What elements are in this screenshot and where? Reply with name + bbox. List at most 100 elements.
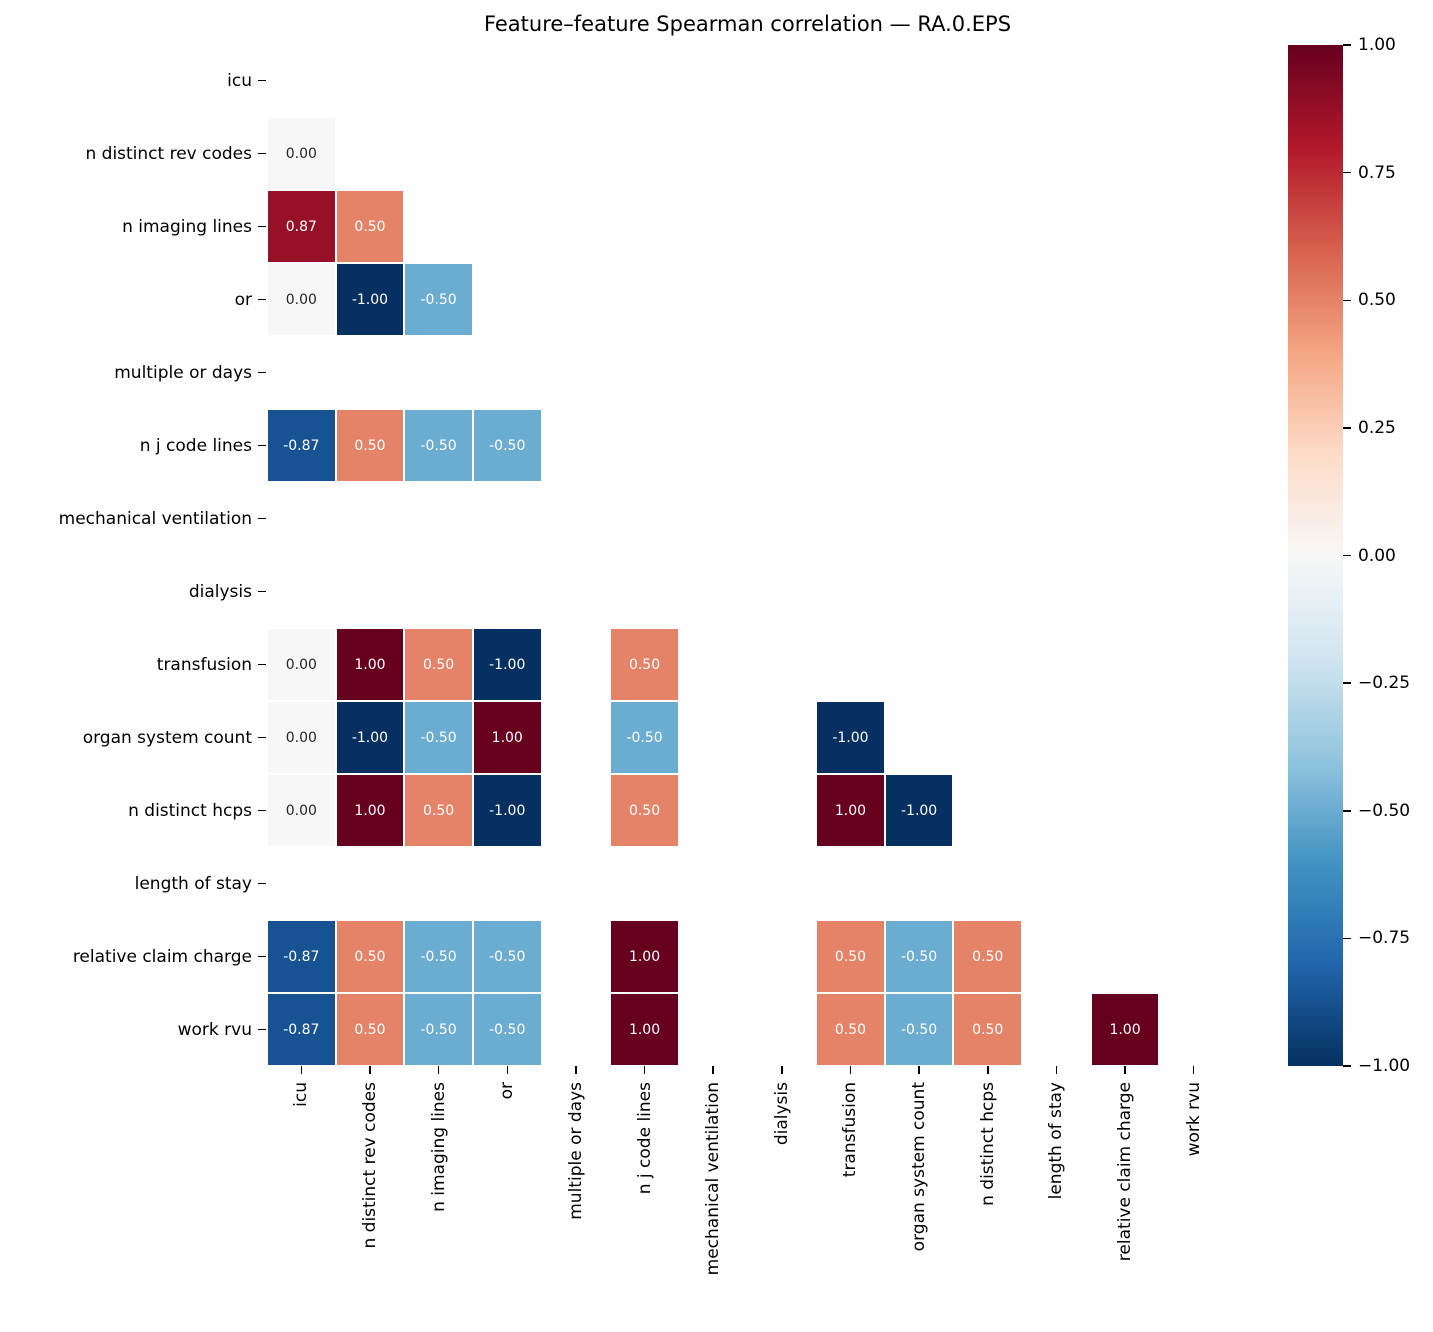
heatmap-cell-empty [610, 117, 679, 190]
colorbar [1288, 45, 1343, 1066]
heatmap-cell-empty [1159, 993, 1228, 1066]
x-tick-mark [1192, 1066, 1195, 1074]
heatmap-cell-empty [336, 44, 405, 117]
x-tick-label: organ system count [909, 1082, 930, 1252]
heatmap-cell-empty [1022, 336, 1091, 409]
heatmap-cell-empty [1022, 701, 1091, 774]
heatmap-cell-empty [1091, 409, 1160, 482]
heatmap-cell-empty [1022, 482, 1091, 555]
x-tick-mark [1124, 1066, 1126, 1074]
y-tick-label: dialysis [188, 581, 252, 602]
heatmap-cell-empty [679, 190, 748, 263]
heatmap-cell: 1.00 [335, 774, 405, 847]
heatmap-cell: -1.00 [884, 774, 954, 847]
heatmap-cell-empty [885, 263, 954, 336]
heatmap-cell: -0.87 [267, 920, 336, 993]
heatmap-cell-empty [748, 847, 817, 920]
heatmap-cell-empty [953, 555, 1022, 628]
heatmap-cell: 0.50 [610, 628, 679, 701]
heatmap-cell-empty [1022, 628, 1091, 701]
heatmap-cell-empty [748, 701, 817, 774]
y-tick-label: relative claim charge [72, 946, 252, 967]
heatmap-cell-empty [1091, 920, 1160, 993]
x-tick-label: work rvu [1183, 1082, 1204, 1157]
heatmap-cell: 0.00 [267, 701, 336, 774]
heatmap-cell-empty [267, 44, 336, 117]
heatmap-cell-empty [953, 628, 1022, 701]
heatmap-cell-empty [816, 847, 885, 920]
heatmap-cell-empty [542, 117, 611, 190]
x-tick-label: dialysis [771, 1082, 792, 1146]
x-tick-label: transfusion [840, 1082, 861, 1178]
heatmap-cell-empty [610, 482, 679, 555]
colorbar-tick-mark [1343, 427, 1351, 429]
y-tick-label: work rvu [177, 1019, 252, 1040]
heatmap-cell-empty [336, 482, 405, 555]
y-tick-label: icu [227, 70, 252, 91]
heatmap-cell: -0.50 [610, 701, 679, 774]
heatmap-cell: -0.50 [404, 263, 473, 336]
heatmap-cell-empty [542, 774, 611, 847]
heatmap-cell-empty [679, 701, 748, 774]
heatmap-cell-empty [748, 263, 817, 336]
heatmap-cell-empty [473, 555, 542, 628]
colorbar-tick-mark [1343, 171, 1351, 174]
heatmap-cell-empty [267, 555, 336, 628]
colorbar-tick-label: 0.00 [1358, 545, 1396, 566]
colorbar-tick-mark [1343, 1065, 1351, 1067]
heatmap-cell-empty [1159, 774, 1228, 847]
x-tick-mark [643, 1066, 646, 1074]
heatmap-cell: -1.00 [816, 701, 885, 774]
heatmap-cell-empty [748, 774, 817, 847]
heatmap-cell: 0.50 [335, 993, 405, 1066]
y-tick-mark [258, 152, 266, 155]
heatmap-cell-empty [1159, 263, 1228, 336]
heatmap-cell-empty [1022, 409, 1091, 482]
heatmap-cell-empty [816, 263, 885, 336]
heatmap-cell: -0.87 [267, 409, 336, 482]
y-tick-mark [258, 590, 266, 593]
heatmap-cell: 0.00 [267, 628, 336, 701]
heatmap-cell-empty [816, 190, 885, 263]
y-tick-label: multiple or days [114, 362, 252, 383]
heatmap-cell-empty [473, 44, 542, 117]
heatmap-cell: -0.50 [884, 920, 954, 993]
heatmap-cell: 0.50 [953, 920, 1023, 993]
heatmap-cell-empty [473, 190, 542, 263]
heatmap-cell-empty [473, 336, 542, 409]
x-tick-label: or [497, 1082, 518, 1100]
heatmap-cell-empty [610, 263, 679, 336]
heatmap-cell: 0.87 [267, 190, 336, 263]
heatmap-cell: 0.00 [267, 774, 336, 847]
y-tick-mark [258, 371, 266, 374]
heatmap-cell-empty [1091, 336, 1160, 409]
heatmap-cell-empty [610, 44, 679, 117]
heatmap-cell-empty [404, 117, 473, 190]
heatmap-cell-empty [679, 847, 748, 920]
y-tick-label: mechanical ventilation [58, 508, 252, 529]
heatmap-cell-empty [1159, 482, 1228, 555]
heatmap-cell-empty [542, 847, 611, 920]
y-tick-label: transfusion [156, 654, 252, 675]
heatmap-cell: -0.50 [472, 409, 542, 482]
heatmap-cell-empty [1022, 117, 1091, 190]
heatmap-cell: -1.00 [472, 628, 542, 701]
x-tick-label: n distinct hcps [977, 1082, 998, 1206]
y-tick-label: n imaging lines [122, 216, 252, 237]
x-tick-mark [987, 1066, 989, 1074]
heatmap-cell-empty [1159, 555, 1228, 628]
colorbar-tick-label: −1.00 [1358, 1056, 1411, 1076]
heatmap-cell-empty [1091, 774, 1160, 847]
heatmap-cell-empty [1159, 920, 1228, 993]
x-tick-mark [369, 1066, 371, 1074]
heatmap-cell-empty [1022, 847, 1091, 920]
heatmap-cell-empty [610, 409, 679, 482]
heatmap-cell-empty [816, 555, 885, 628]
heatmap-cell-empty [885, 336, 954, 409]
heatmap-cell-empty [885, 701, 954, 774]
heatmap-cell-empty [885, 482, 954, 555]
heatmap-cell-empty [816, 409, 885, 482]
x-tick-label: relative claim charge [1115, 1082, 1136, 1262]
heatmap-cell-empty [1159, 117, 1228, 190]
